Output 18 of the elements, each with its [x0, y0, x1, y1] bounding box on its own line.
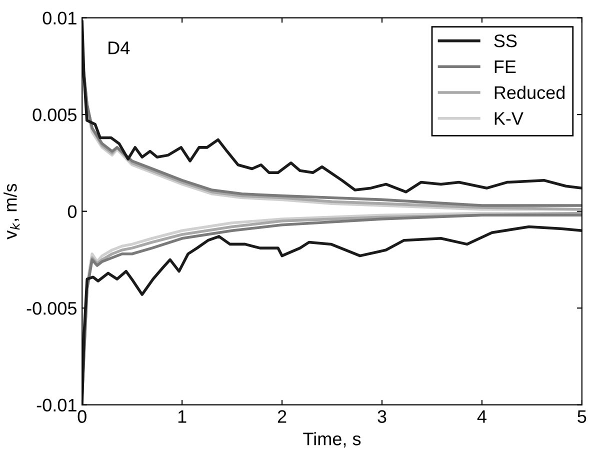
legend-label: K-V	[494, 112, 524, 125]
x-tick-label: 2	[278, 410, 286, 423]
y-tick-label: -0.005	[26, 302, 76, 315]
x-tick-label: 4	[477, 410, 486, 423]
y-tick-label: 0	[68, 205, 77, 218]
annotation: D4	[108, 42, 130, 54]
y-tick-label: -0.01	[36, 398, 76, 412]
y-axis-title: v$_{k}$, m/s	[4, 184, 20, 240]
x-axis-title: Time, s	[303, 432, 361, 448]
y-tick-label: 0.005	[32, 108, 76, 122]
x-tick-label: 0	[78, 410, 86, 423]
y-tick-label: 0.01	[42, 12, 76, 25]
x-tick-label: 1	[178, 410, 186, 423]
x-tick-label: 3	[378, 410, 386, 423]
legend-label: SS	[494, 34, 517, 48]
legend-label: FE	[494, 60, 516, 73]
legend-label: Reduced	[494, 86, 564, 100]
x-tick-label: 5	[578, 410, 586, 423]
